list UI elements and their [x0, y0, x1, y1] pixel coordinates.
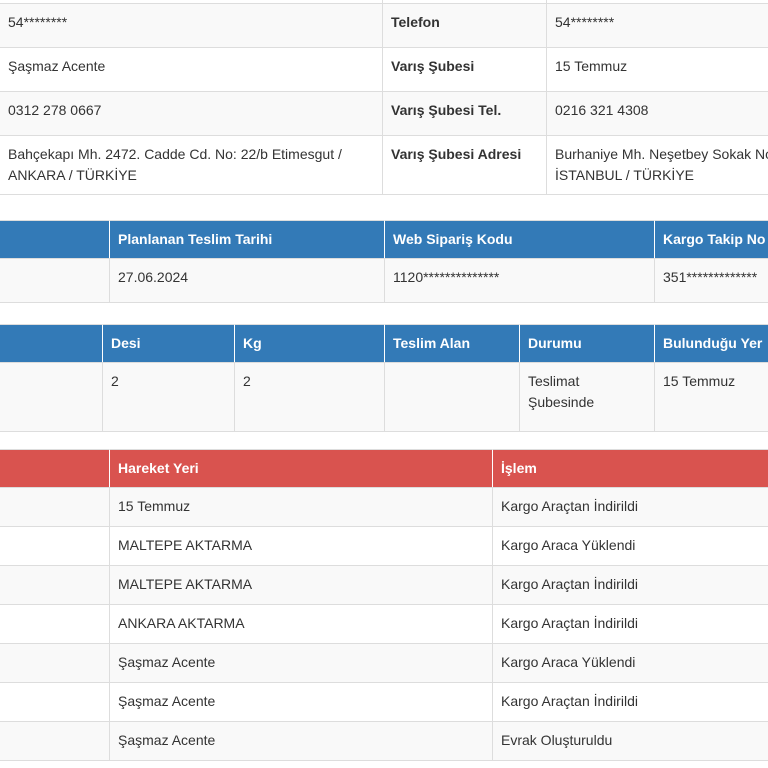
table-row: ANKARA AKTARMA Kargo Araçtan İndirildi: [0, 604, 768, 644]
table-row: MALTEPE AKTARMA Kargo Araca Yüklendi: [0, 526, 768, 566]
clipped-cell: [0, 487, 110, 527]
table-row: Bahçekapı Mh. 2472. Cadde Cd. No: 22/b E…: [0, 135, 768, 195]
column-header-kg: Kg: [234, 324, 385, 363]
table-row: 27.06.2024 1120************** 351*******…: [0, 258, 768, 303]
field-label-varis-subesi: Varış Şubesi: [382, 47, 547, 92]
field-label-varis-subesi-adresi: Varış Şubesi Adresi: [382, 135, 547, 195]
movement-action: Kargo Araçtan İndirildi: [492, 604, 768, 644]
address-line: Bahçekapı Mh. 2472. Cadde Cd. No: 22/b E…: [8, 146, 342, 162]
address-line: İSTANBUL / TÜRKİYE: [555, 167, 694, 183]
recipient-info-table: 54******** Telefon 54******** Şaşmaz Ace…: [0, 0, 768, 195]
table-row: Şaşmaz Acente Kargo Araca Yüklendi: [0, 643, 768, 683]
movement-location: Şaşmaz Acente: [109, 682, 493, 722]
clipped-cell: [0, 682, 110, 722]
table-header-row: Desi Kg Teslim Alan Durumu Bulunduğu Yer: [0, 324, 768, 363]
web-order-code-value: 1120**************: [384, 258, 655, 303]
arrival-branch-value: 15 Temmuz: [546, 47, 768, 92]
phone-value: 54********: [546, 3, 768, 48]
movement-location: 15 Temmuz: [109, 487, 493, 527]
table-row: MALTEPE AKTARMA Kargo Araçtan İndirildi: [0, 565, 768, 605]
movement-location: MALTEPE AKTARMA: [109, 565, 493, 605]
movement-location: ANKARA AKTARMA: [109, 604, 493, 644]
status-value: Teslimat Şubesinde: [519, 362, 655, 432]
movement-location: Şaşmaz Acente: [109, 643, 493, 683]
clipped-cell: [0, 258, 110, 303]
table-row: 54******** Telefon 54********: [0, 3, 768, 48]
planned-delivery-date-value: 27.06.2024: [109, 258, 385, 303]
table-row: 0312 278 0667 Varış Şubesi Tel. 0216 321…: [0, 91, 768, 136]
movement-action: Evrak Oluşturuldu: [492, 721, 768, 761]
movement-action: Kargo Araçtan İndirildi: [492, 682, 768, 722]
clipped-column-header: [0, 220, 110, 259]
column-header-web-siparis-kodu: Web Sipariş Kodu: [384, 220, 655, 259]
table-row: Şaşmaz Acente Varış Şubesi 15 Temmuz: [0, 47, 768, 92]
address-line: Burhaniye Mh. Neşetbey Sokak No:: [555, 146, 768, 162]
clipped-column-header: [0, 449, 110, 488]
clipped-column-header: [0, 324, 103, 363]
column-header-durumu: Durumu: [519, 324, 655, 363]
field-label-telefon: Telefon: [382, 3, 547, 48]
column-header-teslim-alan: Teslim Alan: [384, 324, 520, 363]
column-header-desi: Desi: [102, 324, 235, 363]
kg-value: 2: [234, 362, 385, 432]
field-label-varis-subesi-tel: Varış Şubesi Tel.: [382, 91, 547, 136]
movement-location: MALTEPE AKTARMA: [109, 526, 493, 566]
table-header-row: Planlanan Teslim Tarihi Web Sipariş Kodu…: [0, 220, 768, 259]
agency-address-value: Bahçekapı Mh. 2472. Cadde Cd. No: 22/b E…: [0, 135, 383, 195]
current-location-value: 15 Temmuz: [654, 362, 768, 432]
shipment-codes-table: Planlanan Teslim Tarihi Web Sipariş Kodu…: [0, 220, 768, 303]
movement-history-table: Hareket Yeri İşlem 15 Temmuz Kargo Araçt…: [0, 449, 768, 761]
table-row: * 2 2 Teslimat Şubesinde 15 Temmuz: [0, 362, 768, 432]
table-header-row: Hareket Yeri İşlem: [0, 449, 768, 488]
table-row: Şaşmaz Acente Evrak Oluşturuldu: [0, 721, 768, 761]
address-line: ANKARA / TÜRKİYE: [8, 167, 137, 183]
movement-action: Kargo Araçtan İndirildi: [492, 565, 768, 605]
column-header-bulundugu-yer: Bulunduğu Yer: [654, 324, 768, 363]
column-header-kargo-takip-no: Kargo Takip No: [654, 220, 768, 259]
cargo-tracking-no-value: 351*************: [654, 258, 768, 303]
desi-value: 2: [102, 362, 235, 432]
received-by-value: [384, 362, 520, 432]
package-status-table: Desi Kg Teslim Alan Durumu Bulunduğu Yer…: [0, 324, 768, 432]
column-header-islem: İşlem: [492, 449, 768, 488]
sender-phone-value: 54********: [0, 3, 383, 48]
column-header-hareket-yeri: Hareket Yeri: [109, 449, 493, 488]
agency-name-value: Şaşmaz Acente: [0, 47, 383, 92]
clipped-cell: [0, 643, 110, 683]
movement-action: Kargo Araca Yüklendi: [492, 643, 768, 683]
clipped-cell: [0, 526, 110, 566]
movement-action: Kargo Araca Yüklendi: [492, 526, 768, 566]
table-row: Şaşmaz Acente Kargo Araçtan İndirildi: [0, 682, 768, 722]
arrival-branch-address-value: Burhaniye Mh. Neşetbey Sokak No: İSTANBU…: [546, 135, 768, 195]
agency-phone-value: 0312 278 0667: [0, 91, 383, 136]
clipped-cell: [0, 721, 110, 761]
arrival-branch-phone-value: 0216 321 4308: [546, 91, 768, 136]
movement-location: Şaşmaz Acente: [109, 721, 493, 761]
clipped-cell: *: [0, 362, 103, 432]
table-row: 15 Temmuz Kargo Araçtan İndirildi: [0, 487, 768, 527]
clipped-cell: [0, 604, 110, 644]
clipped-cell: [0, 565, 110, 605]
column-header-planlanan-teslim-tarihi: Planlanan Teslim Tarihi: [109, 220, 385, 259]
movement-action: Kargo Araçtan İndirildi: [492, 487, 768, 527]
